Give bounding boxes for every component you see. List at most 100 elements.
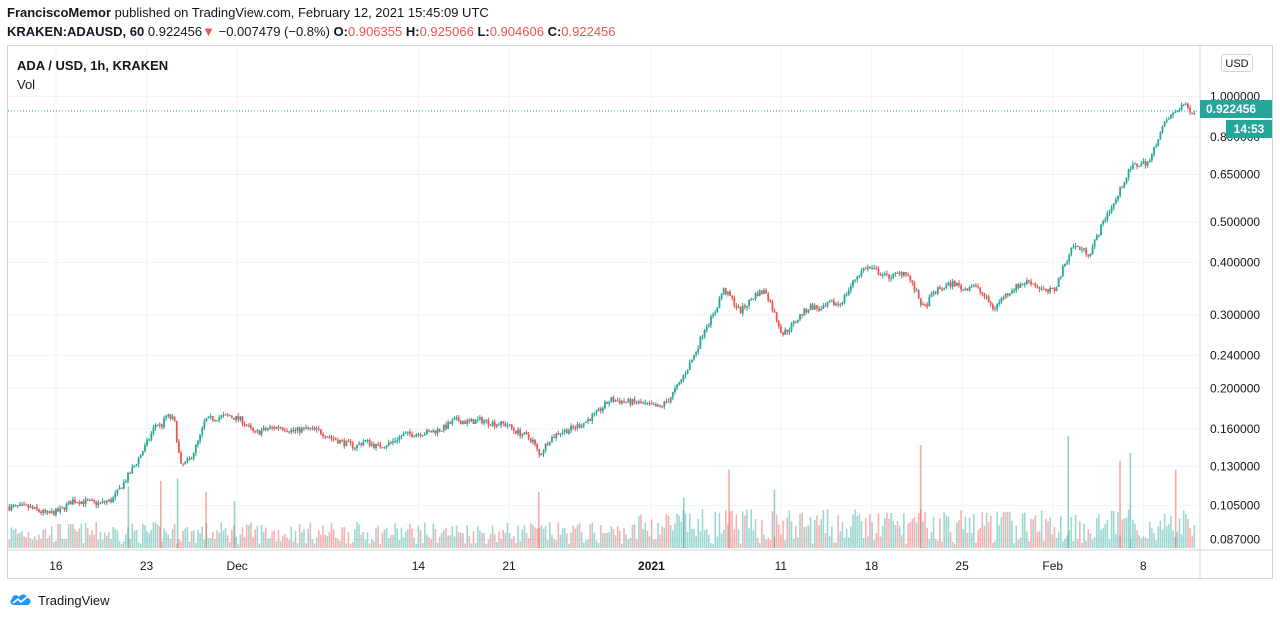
candle-body <box>534 439 536 445</box>
volume-bar <box>1057 531 1060 548</box>
volume-bar <box>468 535 471 548</box>
footer-brand[interactable]: TradingView <box>8 592 110 608</box>
volume-bar <box>171 528 174 548</box>
volume-bar <box>55 540 57 548</box>
volume-bar <box>699 531 702 548</box>
volume-bar <box>905 543 907 548</box>
candle-body <box>777 321 780 327</box>
volume-bar <box>1185 513 1187 548</box>
candle-body <box>311 427 314 429</box>
currency-badge[interactable]: USD <box>1221 54 1253 72</box>
candle-body <box>994 308 996 310</box>
volume-spike <box>127 486 130 548</box>
volume-bar <box>750 509 753 548</box>
volume-bar <box>1125 517 1128 548</box>
candle-body <box>1144 161 1147 166</box>
volume-bar <box>892 520 895 548</box>
candle-body <box>871 268 873 270</box>
volume-bar <box>14 528 17 548</box>
volume-bar <box>188 541 191 548</box>
candle-body <box>731 295 734 298</box>
volume-bar <box>735 514 738 548</box>
candle-body <box>1189 108 1191 113</box>
candle-body <box>349 441 352 443</box>
volume-bar <box>589 524 591 548</box>
candle-body <box>250 425 252 428</box>
candle-body <box>16 505 19 507</box>
candle-body <box>758 290 761 296</box>
volume-bar <box>432 523 435 548</box>
candle-body <box>606 402 608 404</box>
volume-bar <box>290 526 293 548</box>
volume-bar <box>29 537 32 548</box>
volume-bar <box>286 537 288 548</box>
candle-body <box>881 274 884 276</box>
candle-body <box>286 430 288 432</box>
volume-bar <box>212 531 214 548</box>
volume-bar <box>1091 539 1094 548</box>
volume-bar <box>775 514 778 548</box>
volume-bar <box>856 516 859 548</box>
volume-bar <box>1030 518 1032 548</box>
symbol-label[interactable]: KRAKEN:ADAUSD, 60 <box>7 24 145 39</box>
volume-bar <box>1102 527 1104 548</box>
volume-bar <box>341 527 343 548</box>
volume-bar <box>248 524 250 548</box>
candle-body <box>201 427 204 435</box>
candle-body <box>1119 187 1121 196</box>
candle-body <box>782 332 784 335</box>
candle-body <box>837 303 840 305</box>
candle-body <box>360 443 363 446</box>
candle-body <box>616 400 619 402</box>
candle-body <box>587 419 589 422</box>
candle-body <box>1047 289 1049 292</box>
candle-body <box>775 312 778 322</box>
candle-body <box>303 427 305 429</box>
volume-bar <box>38 534 40 548</box>
candle-body <box>784 329 787 335</box>
volume-bar <box>303 528 305 548</box>
volume-bar <box>529 523 532 548</box>
volume-bar <box>1011 520 1013 548</box>
volume-bar <box>909 522 912 548</box>
volume-bar <box>1138 535 1140 548</box>
author-name[interactable]: FranciscoMemor <box>7 5 112 20</box>
price-change: −0.007479 (−0.8%) <box>218 24 330 39</box>
countdown-tag: 14:53 <box>1226 120 1272 138</box>
time-tick-label: 18 <box>865 559 879 573</box>
volume-bar <box>481 532 483 548</box>
candle-body <box>279 427 282 429</box>
volume-bar <box>112 526 114 548</box>
candle-body <box>1102 221 1105 225</box>
volume-bar <box>968 517 971 548</box>
candle-body <box>230 416 233 418</box>
volume-bar <box>165 531 167 548</box>
candle-body <box>228 415 231 417</box>
candle-body <box>750 299 753 301</box>
candle-body <box>951 281 954 287</box>
candle-body <box>1178 109 1181 111</box>
candle-body <box>767 293 770 301</box>
candle-body <box>82 501 85 504</box>
volume-bar <box>801 512 803 548</box>
volume-bar <box>250 522 252 548</box>
volume-bar <box>460 532 462 548</box>
price-tick-label: 0.130000 <box>1210 460 1260 474</box>
candle-body <box>960 285 963 290</box>
volume-bar <box>305 543 307 548</box>
volume-bar <box>317 530 320 548</box>
volume-bar <box>472 531 475 548</box>
open-value: 0.906355 <box>348 24 403 39</box>
candle-body <box>409 431 411 434</box>
volume-bar <box>496 541 498 548</box>
candle-body <box>366 439 369 441</box>
grid-lines <box>8 46 1199 548</box>
volume-bar <box>294 531 297 548</box>
candle-body <box>644 402 647 404</box>
candle-body <box>385 445 388 448</box>
volume-bar <box>716 536 719 548</box>
volume-bar <box>89 535 91 548</box>
candle-body <box>42 510 45 513</box>
candle-body <box>192 452 195 459</box>
